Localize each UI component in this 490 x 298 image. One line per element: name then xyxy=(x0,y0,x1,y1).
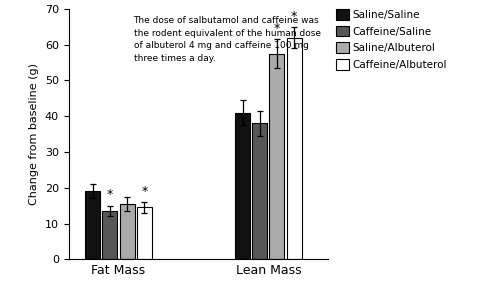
Legend: Saline/Saline, Caffeine/Saline, Saline/Albuterol, Caffeine/Albuterol: Saline/Saline, Caffeine/Saline, Saline/A… xyxy=(336,9,447,70)
Bar xyxy=(137,207,152,259)
Text: *: * xyxy=(107,188,113,201)
Bar xyxy=(252,123,267,259)
Bar xyxy=(235,113,250,259)
Bar xyxy=(102,211,118,259)
Bar xyxy=(120,204,135,259)
Text: The dose of salbutamol and caffeine was
the rodent equivalent of the human dose
: The dose of salbutamol and caffeine was … xyxy=(133,16,320,63)
Y-axis label: Change from baseline (g): Change from baseline (g) xyxy=(29,63,39,205)
Bar xyxy=(270,54,285,259)
Text: *: * xyxy=(291,10,297,23)
Text: *: * xyxy=(274,22,280,35)
Bar xyxy=(85,191,100,259)
Bar xyxy=(287,38,302,259)
Text: *: * xyxy=(141,185,147,198)
